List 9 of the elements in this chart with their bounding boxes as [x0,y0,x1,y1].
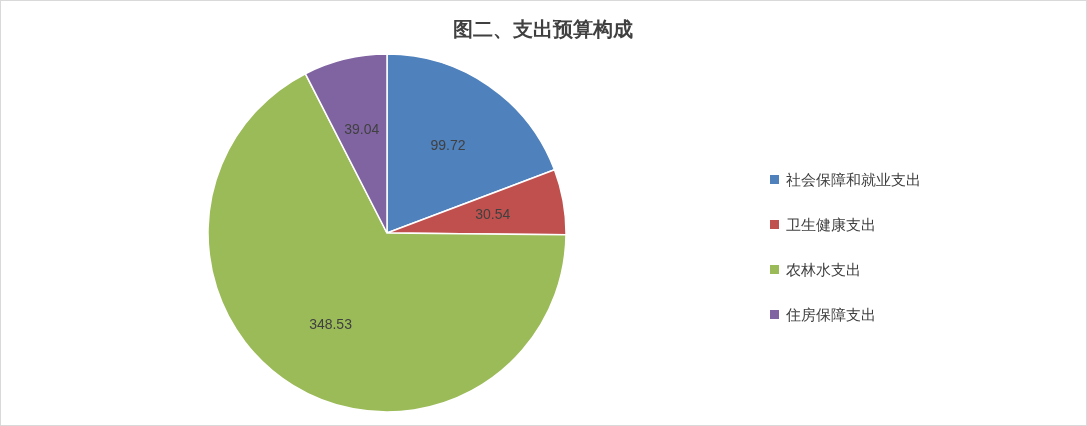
legend-label: 卫生健康支出 [786,216,876,233]
legend-label: 农林水支出 [786,261,861,278]
chart-title: 图二、支出预算构成 [453,18,633,40]
data-label: 39.04 [344,120,380,137]
data-label: 30.54 [475,206,511,223]
legend-label: 社会保障和就业支出 [786,171,921,188]
data-label: 99.72 [430,136,466,153]
data-label: 348.53 [309,316,353,333]
legend-label: 住房保障支出 [785,306,876,323]
